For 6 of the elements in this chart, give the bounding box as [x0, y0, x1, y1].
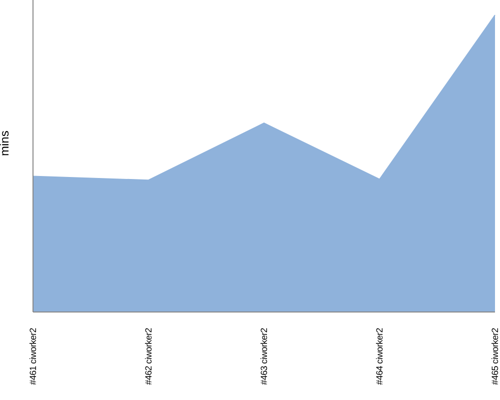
y-axis-title: mins [0, 130, 12, 156]
x-tick-label: #465 ciworker2 [490, 328, 500, 385]
x-tick-label: #463 ciworker2 [259, 328, 269, 385]
x-tick-label: #461 ciworker2 [28, 328, 38, 385]
x-tick-label: #462 ciworker2 [144, 328, 154, 385]
x-tick-label: #464 ciworker2 [374, 328, 384, 385]
